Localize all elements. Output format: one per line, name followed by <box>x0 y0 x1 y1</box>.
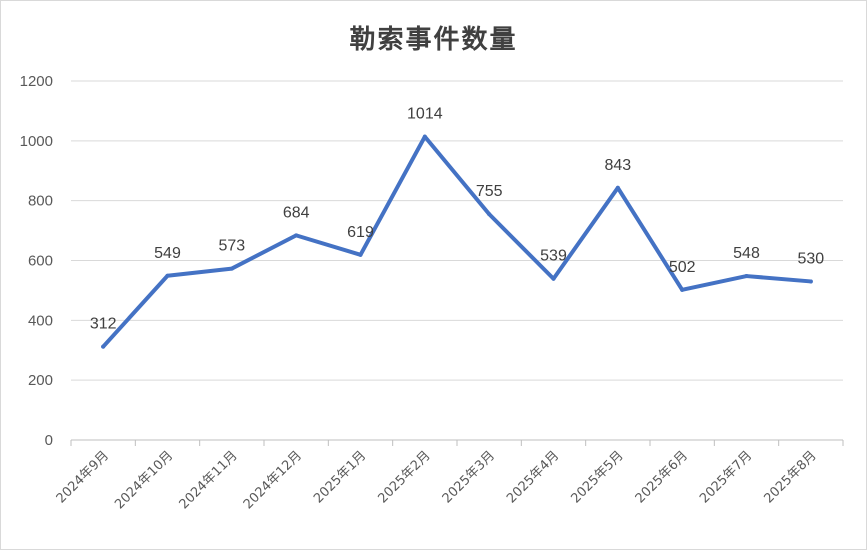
x-tick-label: 2024年10月 <box>112 448 176 512</box>
chart-title: 勒索事件数量 <box>349 25 518 55</box>
data-point <box>744 274 749 279</box>
data-point <box>165 273 170 278</box>
x-tick-label: 2024年9月 <box>54 448 112 506</box>
data-label: 1014 <box>407 106 443 123</box>
x-tick-label: 2025年1月 <box>311 448 369 506</box>
data-label: 619 <box>347 224 374 241</box>
data-point <box>487 212 492 217</box>
y-tick-label: 1200 <box>20 73 53 90</box>
x-tick-label: 2025年2月 <box>375 448 433 506</box>
data-label: 549 <box>154 245 181 262</box>
y-tick-label: 600 <box>28 253 53 270</box>
data-point <box>294 233 299 238</box>
x-tick-label: 2025年4月 <box>504 448 562 506</box>
data-label: 502 <box>669 259 696 276</box>
data-point <box>615 185 620 190</box>
data-point <box>358 252 363 257</box>
x-tick-label: 2025年5月 <box>568 448 626 506</box>
x-tick-label: 2025年6月 <box>633 448 691 506</box>
data-label: 684 <box>283 204 310 221</box>
data-label: 843 <box>604 157 631 174</box>
y-tick-label: 0 <box>45 432 53 449</box>
series-line <box>101 134 813 349</box>
data-label: 530 <box>797 250 824 267</box>
x-tick-label: 2025年8月 <box>761 448 819 506</box>
x-tick-label: 2024年12月 <box>241 448 305 512</box>
y-tick-label: 400 <box>28 312 53 329</box>
x-tick-label: 2025年7月 <box>697 448 755 506</box>
data-label: 573 <box>218 238 245 255</box>
data-label: 539 <box>540 248 567 265</box>
data-label: 312 <box>90 316 117 333</box>
data-label: 755 <box>476 183 503 200</box>
y-tick-label: 800 <box>28 193 53 210</box>
data-point <box>422 134 427 139</box>
y-tick-label: 200 <box>28 372 53 389</box>
x-tick-label: 2024年11月 <box>177 448 241 512</box>
data-point <box>680 287 685 292</box>
data-label: 548 <box>733 245 760 262</box>
data-point <box>229 266 234 271</box>
data-point <box>808 279 813 284</box>
y-tick-label: 1000 <box>20 133 53 150</box>
x-tick-label: 2025年3月 <box>440 448 498 506</box>
data-point <box>551 276 556 281</box>
data-point <box>101 344 106 349</box>
